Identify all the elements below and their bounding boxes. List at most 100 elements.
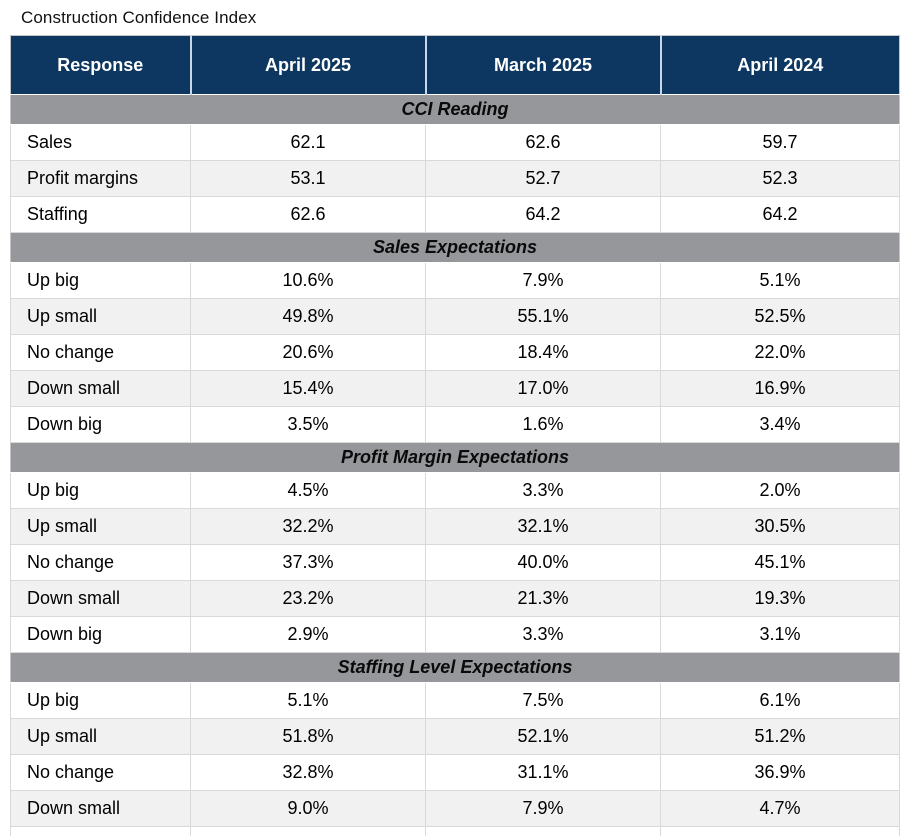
- value-cell: 64.2: [660, 196, 900, 233]
- value-cell: 32.1%: [425, 508, 661, 545]
- value-cell: 3.4%: [660, 406, 900, 443]
- section-header-row: Profit Margin Expectations: [10, 442, 900, 473]
- value-cell: 5.1%: [190, 682, 426, 719]
- row-label: Down big: [10, 406, 191, 443]
- section-header: Staffing Level Expectations: [10, 652, 900, 683]
- col-header-april-2025: April 2025: [190, 35, 427, 95]
- section-header: Sales Expectations: [10, 232, 900, 263]
- row-label: Up small: [10, 718, 191, 755]
- row-label: No change: [10, 334, 191, 371]
- value-cell: 1.6%: [425, 406, 661, 443]
- row-label: Down big: [10, 826, 191, 836]
- value-cell: 16.9%: [660, 370, 900, 407]
- value-cell: 20.6%: [190, 334, 426, 371]
- table-row: Profit margins 53.1 52.7 52.3: [10, 160, 900, 197]
- row-label: No change: [10, 754, 191, 791]
- value-cell: 62.6: [190, 196, 426, 233]
- value-cell: 3.3%: [425, 472, 661, 509]
- col-header-response: Response: [10, 35, 192, 95]
- table-row: Sales 62.1 62.6 59.7: [10, 124, 900, 161]
- value-cell: 19.3%: [660, 580, 900, 617]
- value-cell: 7.9%: [425, 262, 661, 299]
- value-cell: 4.7%: [660, 790, 900, 827]
- row-label: Staffing: [10, 196, 191, 233]
- value-cell: 1.3%: [190, 826, 426, 836]
- row-label: Sales: [10, 124, 191, 161]
- value-cell: 2.0%: [660, 472, 900, 509]
- value-cell: 5.1%: [660, 262, 900, 299]
- value-cell: 55.1%: [425, 298, 661, 335]
- row-label: No change: [10, 544, 191, 581]
- page-title: Construction Confidence Index: [21, 8, 257, 27]
- row-label: Up big: [10, 472, 191, 509]
- table-row: Down small 23.2% 21.3% 19.3%: [10, 580, 900, 617]
- value-cell: 7.9%: [425, 790, 661, 827]
- value-cell: 1.0%: [660, 826, 900, 836]
- value-cell: 2.9%: [190, 616, 426, 653]
- value-cell: 59.7: [660, 124, 900, 161]
- value-cell: 3.3%: [425, 616, 661, 653]
- table-row: Down small 9.0% 7.9% 4.7%: [10, 790, 900, 827]
- value-cell: 52.7: [425, 160, 661, 197]
- table-row: Up big 5.1% 7.5% 6.1%: [10, 682, 900, 719]
- value-cell: 52.1%: [425, 718, 661, 755]
- value-cell: 4.5%: [190, 472, 426, 509]
- value-cell: 62.6: [425, 124, 661, 161]
- value-cell: 52.5%: [660, 298, 900, 335]
- value-cell: 15.4%: [190, 370, 426, 407]
- cci-table: Response April 2025 March 2025 April 202…: [10, 35, 900, 836]
- value-cell: 51.8%: [190, 718, 426, 755]
- row-label: Down small: [10, 370, 191, 407]
- table-row: Up small 32.2% 32.1% 30.5%: [10, 508, 900, 545]
- table-row: No change 37.3% 40.0% 45.1%: [10, 544, 900, 581]
- value-cell: 62.1: [190, 124, 426, 161]
- row-label: Up small: [10, 298, 191, 335]
- table-body: CCI Reading Sales 62.1 62.6 59.7 Profit margi…: [10, 94, 900, 836]
- row-label: Down big: [10, 616, 191, 653]
- section-header-row: CCI Reading: [10, 94, 900, 125]
- table-row: Down big 3.5% 1.6% 3.4%: [10, 406, 900, 443]
- value-cell: 6.1%: [660, 682, 900, 719]
- value-cell: 10.6%: [190, 262, 426, 299]
- row-label: Up big: [10, 262, 191, 299]
- table-row: Down small 15.4% 17.0% 16.9%: [10, 370, 900, 407]
- row-label: Down small: [10, 580, 191, 617]
- table-row: Down big 2.9% 3.3% 3.1%: [10, 616, 900, 653]
- col-header-march-2025: March 2025: [425, 35, 662, 95]
- row-label: Up small: [10, 508, 191, 545]
- value-cell: 31.1%: [425, 754, 661, 791]
- value-cell: 22.0%: [660, 334, 900, 371]
- value-cell: 40.0%: [425, 544, 661, 581]
- table-row: Up small 51.8% 52.1% 51.2%: [10, 718, 900, 755]
- value-cell: 17.0%: [425, 370, 661, 407]
- table-row: Staffing 62.6 64.2 64.2: [10, 196, 900, 233]
- table-header-row: Response April 2025 March 2025 April 202…: [10, 35, 900, 95]
- value-cell: 49.8%: [190, 298, 426, 335]
- value-cell: 36.9%: [660, 754, 900, 791]
- table-row: Up big 4.5% 3.3% 2.0%: [10, 472, 900, 509]
- col-header-april-2024: April 2024: [660, 35, 900, 95]
- table-row: Up small 49.8% 55.1% 52.5%: [10, 298, 900, 335]
- value-cell: 18.4%: [425, 334, 661, 371]
- value-cell: 32.2%: [190, 508, 426, 545]
- value-cell: 30.5%: [660, 508, 900, 545]
- value-cell: 52.3: [660, 160, 900, 197]
- row-label: Down small: [10, 790, 191, 827]
- table-row: No change 32.8% 31.1% 36.9%: [10, 754, 900, 791]
- row-label: Up big: [10, 682, 191, 719]
- value-cell: 32.8%: [190, 754, 426, 791]
- value-cell: 7.5%: [425, 682, 661, 719]
- value-cell: 53.1: [190, 160, 426, 197]
- value-cell: 1.3%: [425, 826, 661, 836]
- value-cell: 37.3%: [190, 544, 426, 581]
- value-cell: 3.1%: [660, 616, 900, 653]
- section-header: Profit Margin Expectations: [10, 442, 900, 473]
- value-cell: 64.2: [425, 196, 661, 233]
- value-cell: 51.2%: [660, 718, 900, 755]
- section-header-row: Sales Expectations: [10, 232, 900, 263]
- value-cell: 23.2%: [190, 580, 426, 617]
- table-row: Up big 10.6% 7.9% 5.1%: [10, 262, 900, 299]
- table-row: No change 20.6% 18.4% 22.0%: [10, 334, 900, 371]
